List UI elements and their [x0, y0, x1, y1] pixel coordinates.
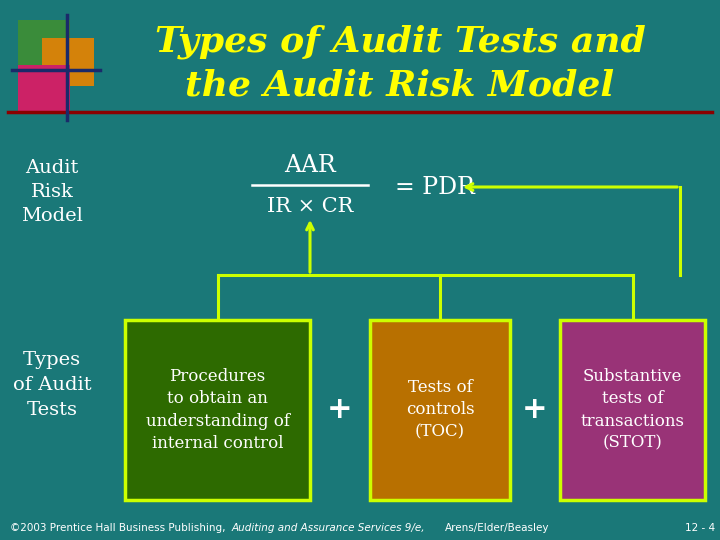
Text: Risk: Risk [30, 183, 73, 201]
Text: +: + [522, 395, 548, 424]
Text: ©2003 Prentice Hall Business Publishing,: ©2003 Prentice Hall Business Publishing, [10, 523, 225, 533]
Text: +: + [327, 395, 353, 424]
Bar [370, 320, 510, 500]
Bar [125, 320, 310, 500]
Text: Tests: Tests [27, 401, 78, 419]
Text: = PDR: = PDR [395, 176, 475, 199]
Text: Arens/Elder/Beasley: Arens/Elder/Beasley [445, 523, 549, 533]
Bar [18, 20, 70, 68]
Text: IR × CR: IR × CR [267, 198, 354, 217]
Text: Auditing and Assurance Services 9/e,: Auditing and Assurance Services 9/e, [232, 523, 426, 533]
Bar [18, 65, 70, 113]
Bar [42, 38, 94, 86]
Text: AAR: AAR [284, 153, 336, 177]
Text: of Audit: of Audit [13, 376, 91, 394]
Text: Types of Audit Tests and: Types of Audit Tests and [155, 25, 645, 59]
Text: the Audit Risk Model: the Audit Risk Model [186, 68, 615, 102]
Text: Types: Types [23, 351, 81, 369]
Text: Tests of
controls
(TOC): Tests of controls (TOC) [405, 379, 474, 441]
Text: Audit: Audit [25, 159, 78, 177]
Text: Model: Model [21, 207, 83, 225]
Text: 12 - 4: 12 - 4 [685, 523, 715, 533]
Text: Substantive
tests of
transactions
(STOT): Substantive tests of transactions (STOT) [580, 368, 685, 452]
Text: Procedures
to obtain an
understanding of
internal control: Procedures to obtain an understanding of… [145, 368, 289, 452]
Bar [560, 320, 705, 500]
